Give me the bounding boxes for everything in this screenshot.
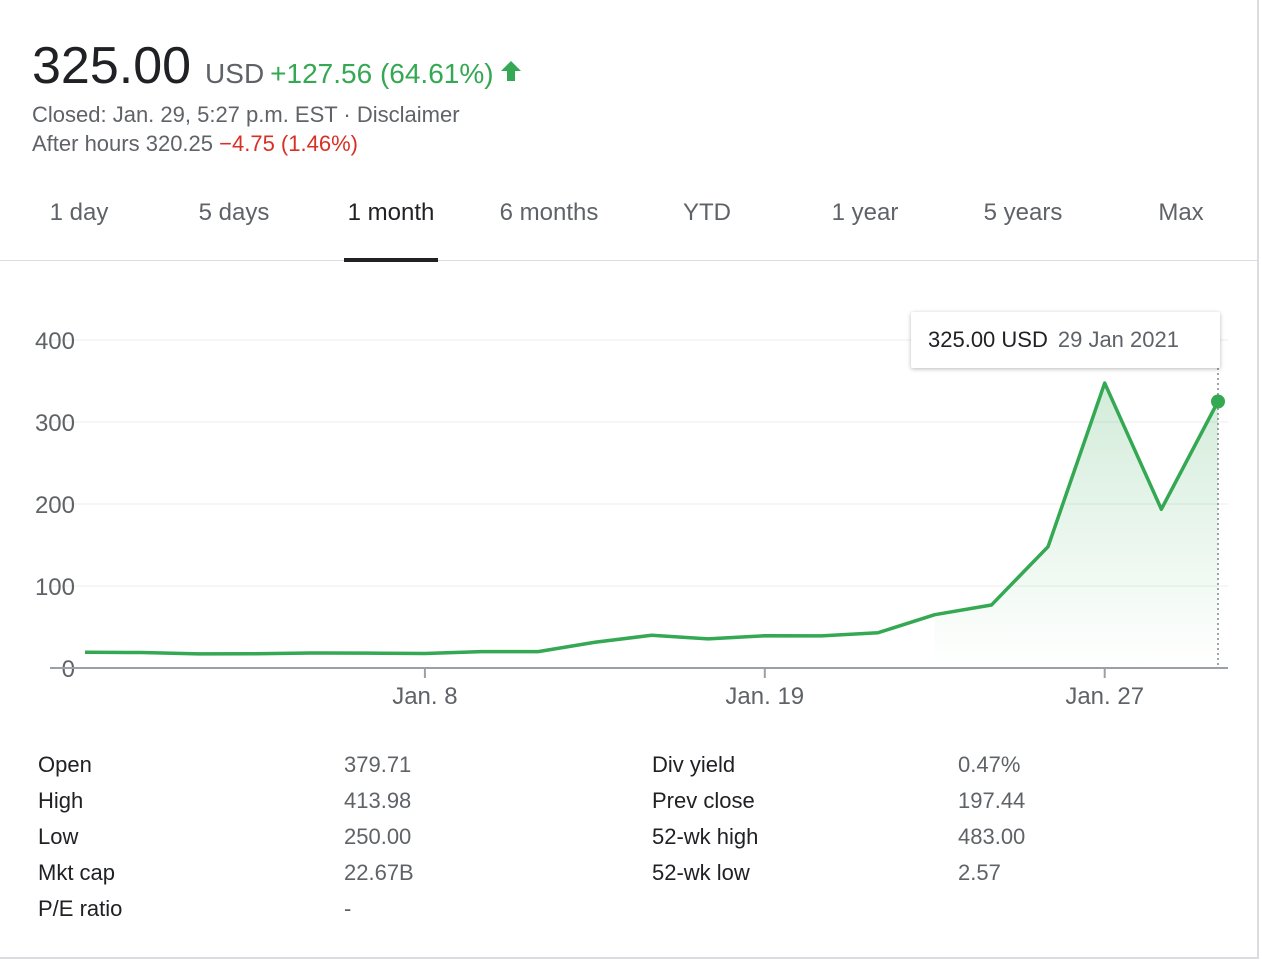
stat-label: Div yield — [652, 752, 736, 777]
stat-label: Prev close — [652, 788, 755, 813]
stat-row-52wk-low: 52-wk low 2.57 — [652, 860, 1001, 886]
market-status: Closed: Jan. 29, 5:27 p.m. EST · Disclai… — [32, 102, 460, 127]
stat-label: 52-wk high — [652, 824, 759, 849]
currency-code: USD — [205, 58, 265, 89]
tooltip-price: 325.00 USD — [928, 327, 1048, 352]
price-tooltip: 325.00 USD 29 Jan 2021 — [911, 312, 1220, 368]
tab-1-month[interactable]: 1 month — [344, 180, 438, 262]
y-axis-labels: 0 100 200 300 400 — [35, 328, 75, 683]
stat-value: 413.98 — [344, 788, 412, 813]
after-hours-change: −4.75 (1.46%) — [219, 131, 358, 156]
stat-value: 250.00 — [344, 824, 412, 849]
stat-label: P/E ratio — [38, 896, 123, 921]
tab-5-years[interactable]: 5 years — [965, 180, 1081, 260]
y-tick-label: 0 — [62, 656, 75, 683]
tab-5-days[interactable]: 5 days — [180, 180, 288, 260]
highlight-point — [1211, 394, 1225, 409]
after-hours: After hours 320.25 −4.75 (1.46%) — [32, 131, 358, 157]
stat-row-low: Low 250.00 — [38, 824, 411, 850]
tab-label: YTD — [683, 199, 731, 226]
stat-value: 0.47% — [958, 752, 1021, 777]
stat-row-high: High 413.98 — [38, 788, 411, 814]
after-hours-price: After hours 320.25 — [32, 131, 214, 156]
tab-ytd[interactable]: YTD — [665, 180, 749, 260]
stat-label: Mkt cap — [38, 860, 116, 885]
tab-label: Max — [1158, 199, 1204, 226]
stat-label: Low — [38, 824, 79, 849]
tab-label: 6 months — [499, 199, 599, 226]
range-tabs: 1 day 5 days 1 month 6 months YTD 1 year… — [0, 180, 1259, 262]
stat-value: 483.00 — [958, 824, 1026, 849]
x-tick-label: Jan. 19 — [725, 683, 804, 710]
price-line — [84, 381, 1220, 656]
price-change: +127.56 (64.61%) — [270, 58, 494, 89]
tab-label: 5 days — [198, 199, 270, 226]
stat-label: Open — [38, 752, 92, 777]
tooltip-date: 29 Jan 2021 — [1057, 327, 1179, 352]
x-tick-label: Jan. 27 — [1065, 683, 1144, 710]
price-chart[interactable]: 0 100 200 300 400 Jan. 8 Jan. 19 Jan. 27 — [0, 290, 1262, 720]
arrow-up-icon — [500, 59, 522, 88]
stat-label: High — [38, 788, 84, 813]
stat-value: 22.67B — [344, 860, 414, 885]
tab-max[interactable]: Max — [1141, 180, 1221, 260]
y-tick-label: 300 — [35, 410, 75, 437]
y-tick-label: 200 — [35, 492, 75, 519]
stat-row-pe-ratio: P/E ratio - — [38, 896, 351, 922]
tab-label: 1 year — [831, 199, 899, 226]
stat-row-open: Open 379.71 — [38, 752, 411, 778]
stat-row-mkt-cap: Mkt cap 22.67B — [38, 860, 414, 886]
stat-value: 379.71 — [344, 752, 412, 777]
tab-label: 1 month — [347, 199, 435, 226]
stat-row-prev-close: Prev close 197.44 — [652, 788, 1025, 814]
active-tab-indicator — [344, 258, 438, 262]
series-layer — [84, 368, 1225, 668]
stat-value: 2.57 — [958, 860, 1001, 885]
x-tick-label: Jan. 8 — [392, 683, 457, 710]
stat-label: 52-wk low — [652, 860, 750, 885]
tab-label: 1 day — [49, 199, 109, 226]
x-axis: Jan. 8 Jan. 19 Jan. 27 — [50, 667, 1228, 710]
y-tick-label: 400 — [35, 328, 75, 355]
tab-6-months[interactable]: 6 months — [488, 180, 610, 260]
tab-1-day[interactable]: 1 day — [32, 180, 126, 260]
stat-value: 197.44 — [958, 788, 1026, 813]
quote-header: 325.00 USD +127.56 (64.61%) — [32, 36, 522, 96]
stat-row-52wk-high: 52-wk high 483.00 — [652, 824, 1025, 850]
current-price: 325.00 — [32, 37, 192, 95]
stat-value: - — [344, 896, 352, 921]
stat-row-div-yield: Div yield 0.47% — [652, 752, 1020, 778]
price-area — [934, 383, 1218, 668]
tab-label: 5 years — [983, 199, 1063, 226]
y-tick-label: 100 — [35, 574, 75, 601]
tab-1-year[interactable]: 1 year — [815, 180, 915, 260]
